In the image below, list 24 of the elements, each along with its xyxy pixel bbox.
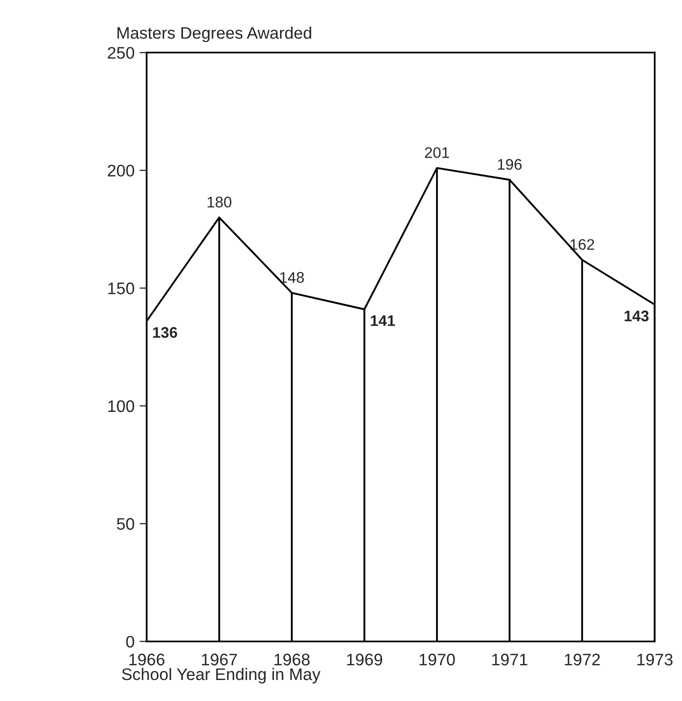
x-tick-label: 1971 [492,654,528,666]
x-tick-label: 1973 [637,654,673,666]
data-label: 162 [570,239,594,250]
data-label: 148 [280,272,304,283]
x-tick-label: 1967 [202,654,237,666]
y-tick-label: 100 [108,400,134,412]
data-label: 196 [498,158,522,170]
data-label: 180 [208,196,232,208]
x-tick-label: 1966 [129,654,164,666]
x-tick-label: 1972 [564,654,600,666]
y-tick-label: 50 [116,518,134,530]
chart-title: Masters Degrees Awarded [118,26,312,42]
x-axis-title: School Year Ending in May [122,668,320,684]
x-tick-label: 1969 [347,654,382,666]
x-tick-label: 1968 [274,654,310,666]
y-tick-label: 250 [108,46,134,59]
data-label: 143 [624,310,649,322]
y-tick-label: 150 [108,282,134,294]
y-tick-label: 200 [108,164,134,177]
data-label: 141 [370,315,396,326]
data-label: 201 [424,147,449,158]
x-tick-label: 1970 [420,654,455,666]
data-label: 136 [153,327,178,338]
y-tick-label: 0 [126,636,134,648]
